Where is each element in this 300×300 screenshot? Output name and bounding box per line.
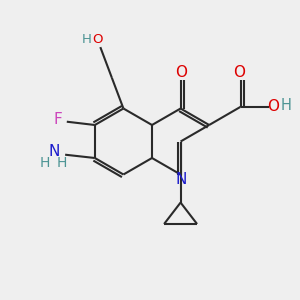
- Text: N: N: [49, 144, 60, 159]
- Text: F: F: [53, 112, 62, 127]
- Text: O: O: [268, 99, 280, 114]
- Text: H: H: [40, 156, 50, 170]
- Text: H: H: [81, 33, 91, 46]
- Text: H: H: [57, 156, 67, 170]
- Text: N: N: [176, 172, 187, 187]
- Text: O: O: [92, 33, 103, 46]
- Text: H: H: [281, 98, 292, 113]
- Text: O: O: [233, 65, 245, 80]
- Text: O: O: [176, 65, 188, 80]
